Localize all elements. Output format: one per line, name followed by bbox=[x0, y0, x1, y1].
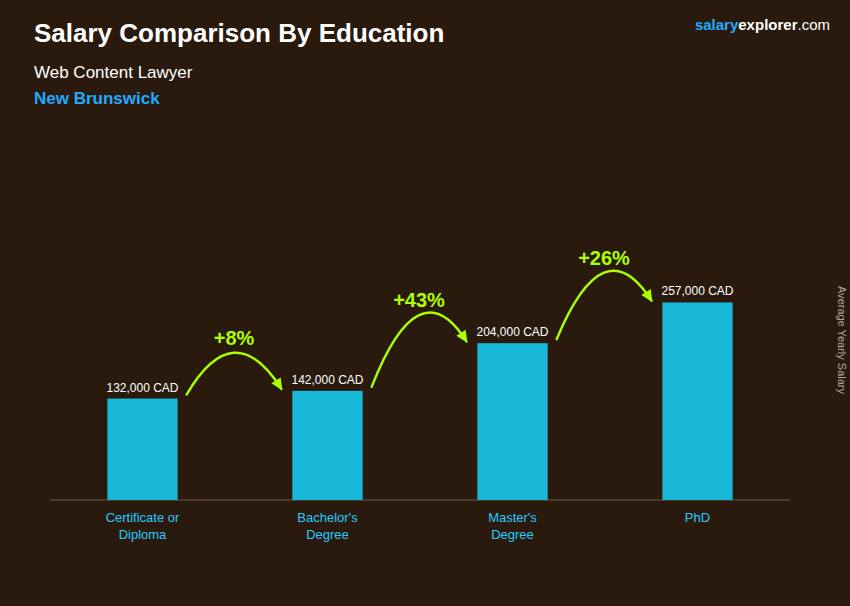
value-label: 132,000 CAD bbox=[106, 381, 178, 395]
location: New Brunswick bbox=[34, 89, 160, 108]
y-axis-label: Average Yearly Salary bbox=[836, 286, 848, 395]
growth-label: +26% bbox=[578, 247, 630, 269]
watermark-part: salary bbox=[695, 16, 739, 33]
growth-arrow bbox=[187, 353, 283, 395]
growth-arrow-head bbox=[641, 289, 652, 302]
title: Salary Comparison By Education bbox=[34, 18, 444, 48]
x-tick-label-line: PhD bbox=[685, 510, 710, 525]
growth-arrow-curve bbox=[187, 353, 282, 395]
background bbox=[0, 0, 850, 606]
x-tick-label-line: Degree bbox=[306, 527, 349, 542]
growth-arrow-head bbox=[271, 377, 282, 390]
watermark-part: .com bbox=[797, 16, 830, 33]
watermark-part: explorer bbox=[738, 16, 797, 33]
growth-label: +8% bbox=[214, 327, 255, 349]
x-tick-label-line: Certificate or bbox=[106, 510, 180, 525]
growth-label: +43% bbox=[393, 289, 445, 311]
bar bbox=[107, 399, 177, 500]
x-tick-label-line: Master's bbox=[488, 510, 537, 525]
x-tick-label: PhD bbox=[685, 510, 710, 525]
chart: Salary Comparison By Education Web Conten… bbox=[0, 0, 850, 606]
bars bbox=[107, 302, 732, 500]
growth-arrow bbox=[372, 312, 468, 386]
x-tick-label-line: Degree bbox=[491, 527, 534, 542]
bar bbox=[292, 391, 362, 500]
growth-arrow-curve bbox=[557, 271, 652, 340]
value-label: 257,000 CAD bbox=[661, 284, 733, 298]
x-tick-label: Master's Degree bbox=[488, 510, 537, 542]
x-tick-label-line: Bachelor's bbox=[297, 510, 358, 525]
growth-arrow bbox=[557, 271, 653, 340]
x-tick-label: Certificate or Diploma bbox=[106, 510, 180, 542]
x-tick-label: Bachelor's Degree bbox=[297, 510, 358, 542]
value-label: 142,000 CAD bbox=[291, 373, 363, 387]
bar bbox=[662, 302, 732, 500]
growth-arrow-curve bbox=[372, 312, 467, 386]
growth-arrow-head bbox=[456, 330, 467, 343]
bar bbox=[477, 343, 547, 500]
x-tick-label-line: Diploma bbox=[119, 527, 167, 542]
watermark: salaryexplorer.com bbox=[695, 16, 830, 33]
subtitle: Web Content Lawyer bbox=[34, 63, 193, 82]
value-label: 204,000 CAD bbox=[476, 325, 548, 339]
